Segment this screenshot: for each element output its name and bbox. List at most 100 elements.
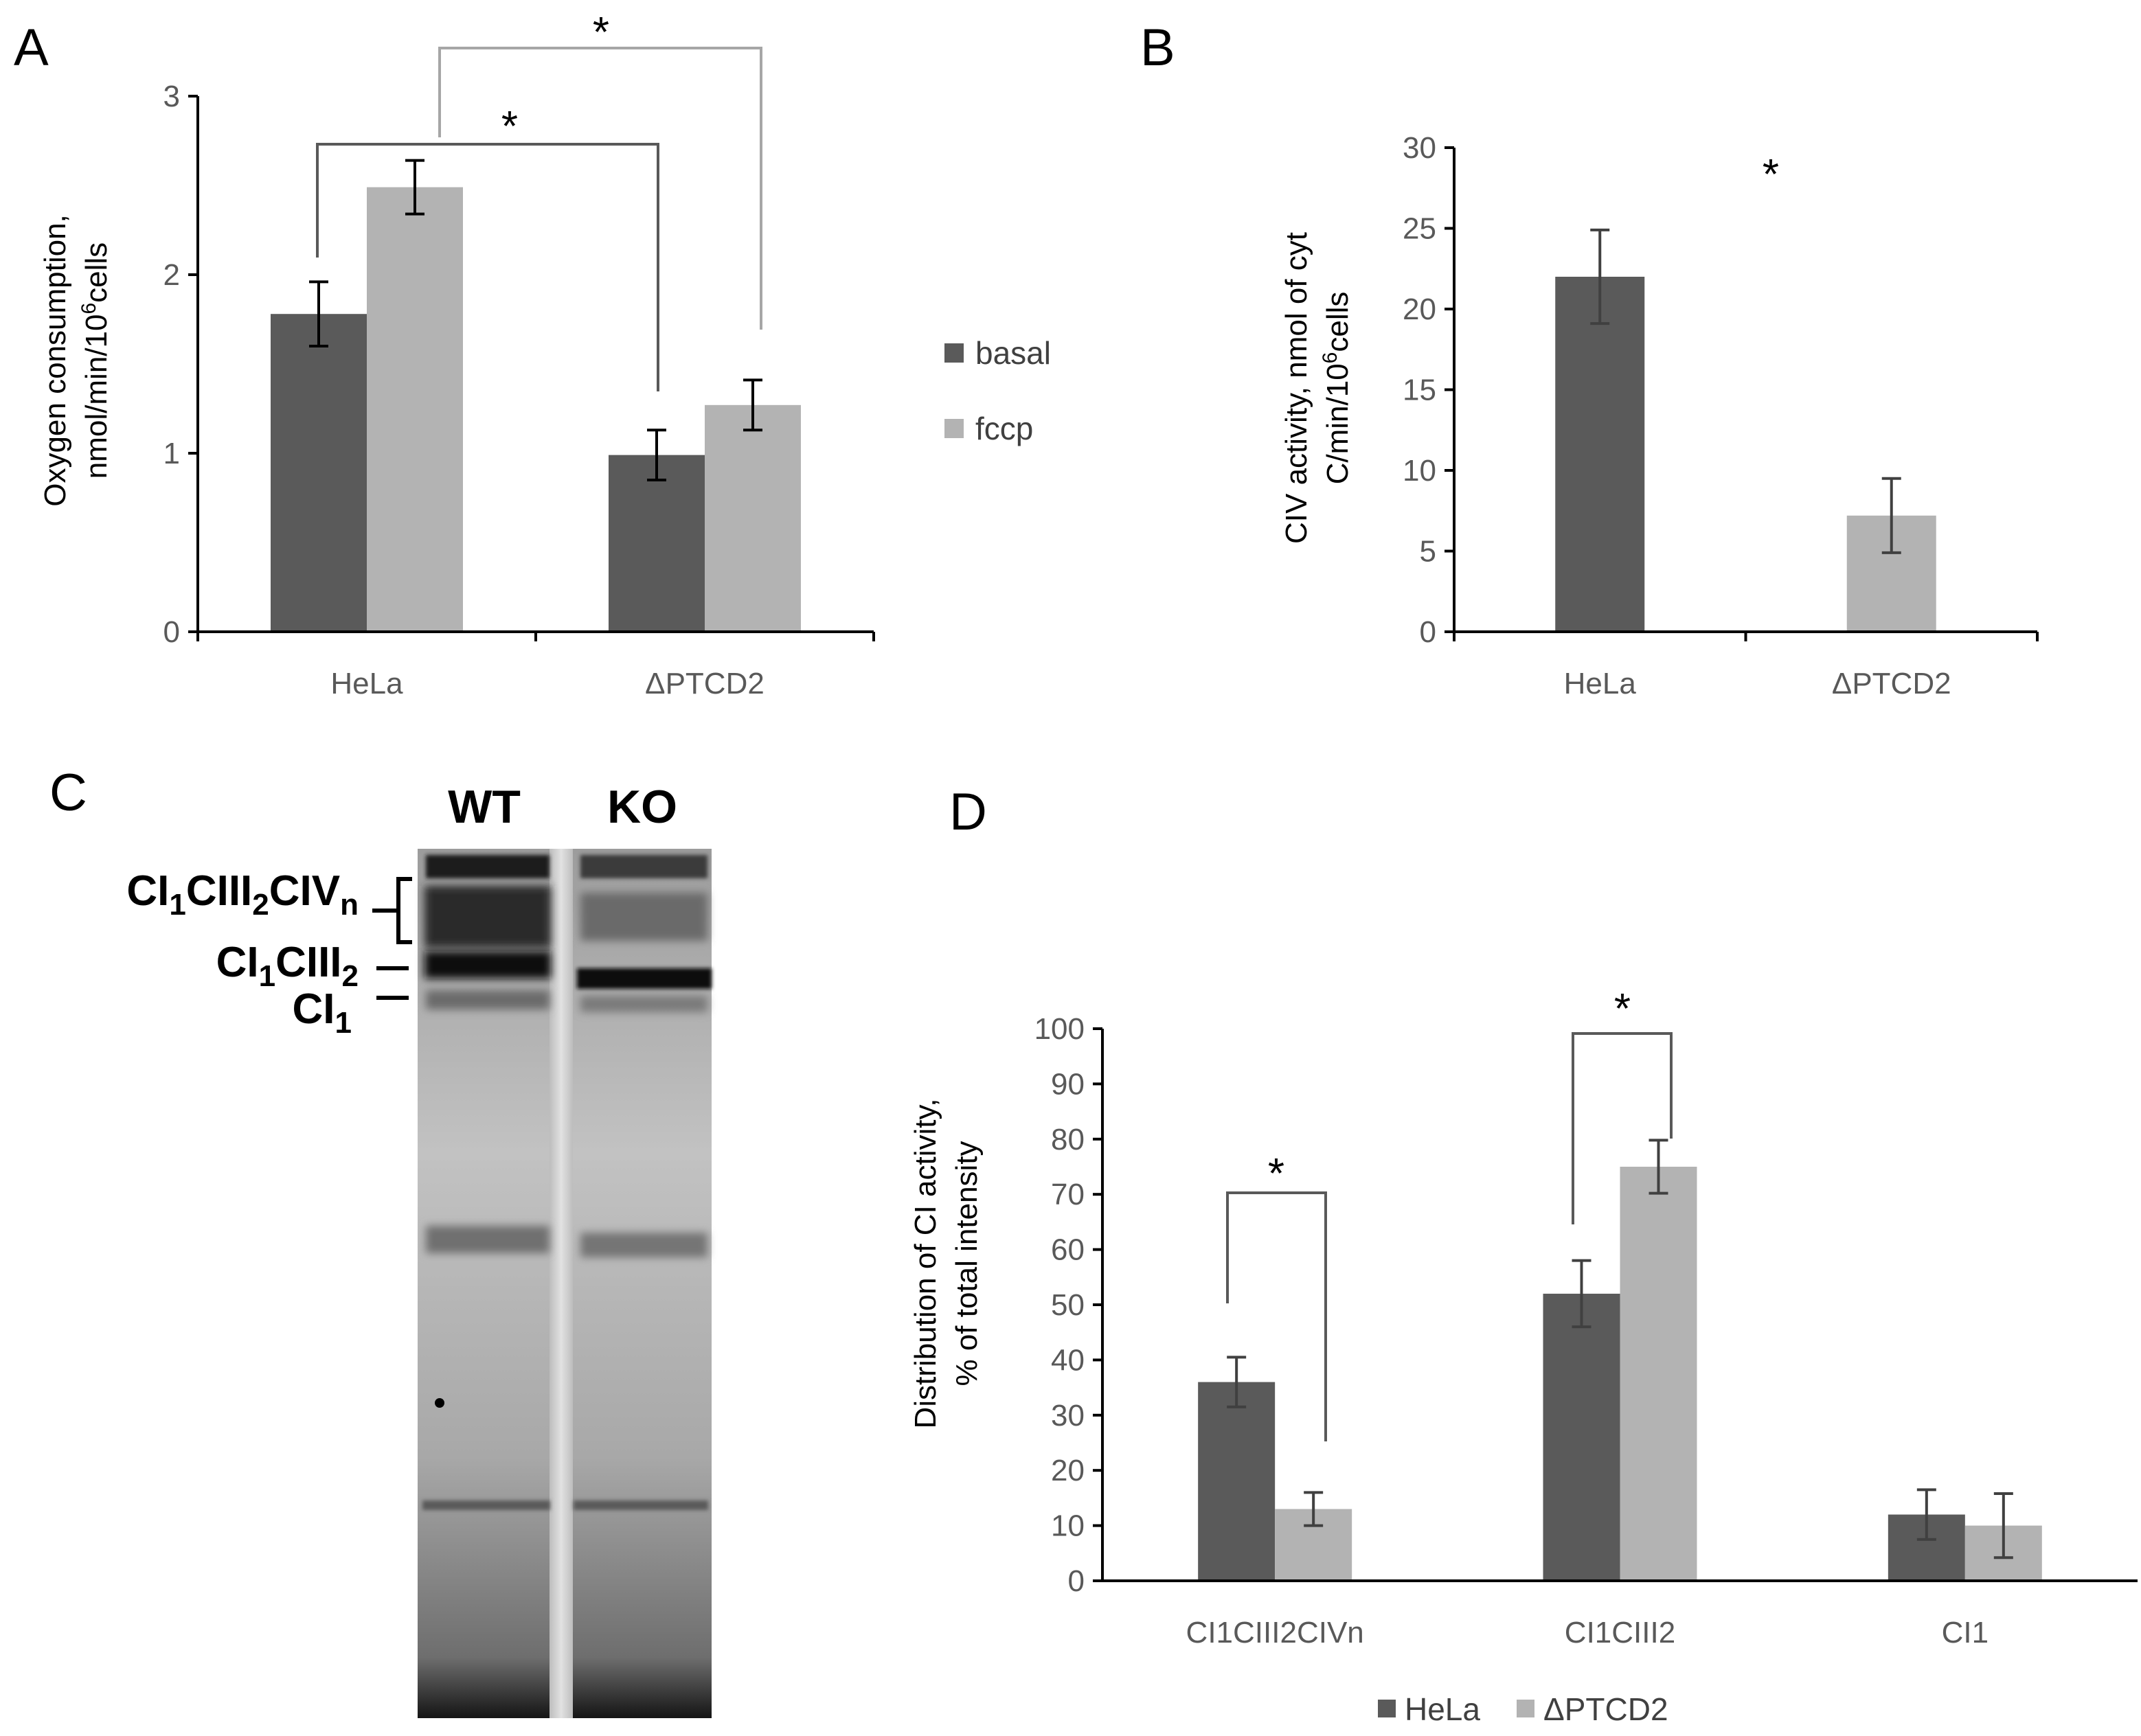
sig-bracket-ci1ciii2 xyxy=(1572,1032,1673,1224)
band-wt-top xyxy=(426,855,550,878)
x-tick-label-ptcd2: ΔPTCD2 xyxy=(645,667,764,700)
panel-a-chart: Oxygen consumption, nmol/min/106cells 0 1… xyxy=(38,9,1051,700)
panel-b-bars xyxy=(1555,228,1936,632)
panel-a-axes xyxy=(196,96,875,641)
y-tick-label-30: 30 xyxy=(1051,1399,1085,1432)
x-tick-label-ci1ciii2civn: CI1CIII2CIVn xyxy=(1186,1616,1364,1649)
panel-b-axes xyxy=(1453,148,2039,641)
gel-lane-wt-strip xyxy=(418,849,552,1718)
band-ko-ci1 xyxy=(580,996,707,1012)
panel-a-legend: basal fccp xyxy=(944,335,1051,446)
band-ko-top xyxy=(580,855,707,878)
gel-label-ci1ciii2civn: CI1CIII2CIVn xyxy=(126,867,359,922)
band-ko-mid xyxy=(580,1233,707,1257)
sig-bracket-fccp xyxy=(438,47,762,330)
y-tick-label-40: 40 xyxy=(1051,1343,1085,1377)
panel-d-ylabel: Distribution of CI activity, xyxy=(909,1099,942,1429)
y-tick-label-60: 60 xyxy=(1051,1233,1085,1267)
gel-gap xyxy=(550,849,573,1718)
panel-a-significance: * * xyxy=(316,9,762,391)
y-tick-label-0: 0 xyxy=(1068,1564,1085,1598)
panel-d-legend: HeLa ΔPTCD2 xyxy=(1378,1691,1668,1727)
band-wt-mid xyxy=(426,1226,550,1253)
gel-bracket xyxy=(372,877,412,944)
panel-d-ylabel-units: % of total intensity xyxy=(950,1141,984,1386)
y-tick-label-15: 15 xyxy=(1403,374,1436,407)
legend-swatch-hela xyxy=(1378,1700,1396,1717)
y-tick-label-100: 100 xyxy=(1034,1012,1085,1046)
x-tick-label-ptcd2: ΔPTCD2 xyxy=(1832,667,1951,700)
band-wt-low xyxy=(422,1500,550,1510)
panel-d-y-ticks: 0 10 20 30 40 50 60 70 80 90 100 CI1CIII2CIVn CI1CII… xyxy=(1034,1012,1989,1649)
gel-label-ci1ciii2: CI1CIII2 xyxy=(216,939,359,993)
x-tick-label-hela: HeLa xyxy=(330,667,403,700)
sig-star-basal: * xyxy=(501,103,518,150)
bar-ci1ciii2-hela xyxy=(1543,1293,1620,1581)
y-tick-label-0: 0 xyxy=(1420,615,1436,649)
y-tick-label-30: 30 xyxy=(1403,131,1436,165)
x-tick-label-ci1ciii2: CI1CIII2 xyxy=(1565,1616,1675,1649)
panel-d-axes xyxy=(1101,1029,2138,1582)
gel-label-ci1: CI1 xyxy=(293,985,352,1040)
band-wt-ci1 xyxy=(426,990,550,1009)
y-tick-label-70: 70 xyxy=(1051,1178,1085,1211)
band-ko-supercomplex xyxy=(580,893,707,941)
panel-d-chart: Distribution of CI activity, % of total … xyxy=(909,985,2138,1727)
band-wt-ci1ciii2 xyxy=(424,951,551,979)
y-tick-label-90: 90 xyxy=(1051,1067,1085,1101)
legend-label-hela: HeLa xyxy=(1405,1691,1480,1727)
x-tick-label-ci1: CI1 xyxy=(1942,1616,1989,1649)
band-wt-supercomplex xyxy=(424,886,551,948)
legend-swatch-basal xyxy=(944,343,964,363)
gel-lane-ko: KO xyxy=(607,781,677,833)
panel-a-y-ticks: 0 1 2 3 HeLa ΔPTCD2 xyxy=(163,80,764,700)
panel-letter-d: D xyxy=(949,783,987,841)
gel-lane-wt: WT xyxy=(448,781,521,833)
panel-c-gel: WT KO CI1CIII2CIVn CI1CIII2 CI1 xyxy=(126,781,712,1718)
y-tick-label-25: 25 xyxy=(1403,212,1436,246)
y-tick-label-20: 20 xyxy=(1403,293,1436,326)
sig-star-fccp: * xyxy=(593,9,609,56)
band-ko-low xyxy=(574,1500,708,1510)
panel-b-chart: CIV activity, nmol of cyt C/min/106cells… xyxy=(1280,131,2039,700)
bar-ptcd2-basal xyxy=(609,455,705,632)
panel-d-bars xyxy=(1198,1139,2042,1581)
legend-swatch-fccp xyxy=(944,419,964,438)
x-tick-label-hela: HeLa xyxy=(1564,667,1637,700)
panel-letter-c: C xyxy=(49,764,87,822)
y-tick-label-1: 1 xyxy=(163,437,180,470)
legend-label-basal: basal xyxy=(975,335,1051,371)
panel-b-ylabel: CIV activity, nmol of cyt xyxy=(1280,232,1313,544)
panel-a-ylabel: Oxygen consumption, xyxy=(38,214,72,507)
bar-hela-value xyxy=(1555,277,1645,632)
bar-hela-basal xyxy=(271,314,367,632)
panel-letter-a: A xyxy=(14,19,49,77)
panel-a-ylabel-units: nmol/min/106cells xyxy=(78,242,113,479)
panel-b-y-ticks: 0 5 10 15 20 25 30 HeLa ΔPTCD2 xyxy=(1403,131,1951,700)
gel-lane-ko-strip xyxy=(570,849,712,1718)
panel-b-sig-star: * xyxy=(1763,151,1779,198)
bar-ptcd2-fccp xyxy=(705,404,801,632)
bar-hela-fccp xyxy=(367,187,463,632)
y-tick-label-10: 10 xyxy=(1051,1509,1085,1543)
panel-a-bars xyxy=(271,159,801,632)
band-ko-ci1ciii2 xyxy=(577,968,712,989)
gel-image xyxy=(418,849,712,1718)
legend-label-fccp: fccp xyxy=(975,411,1033,446)
sig-bracket-basal xyxy=(316,143,659,391)
gel-speck xyxy=(435,1398,444,1408)
bar-ci1ciii2civn-hela xyxy=(1198,1382,1276,1581)
y-tick-label-5: 5 xyxy=(1420,535,1436,569)
y-tick-label-2: 2 xyxy=(163,258,180,292)
panel-letter-b: B xyxy=(1140,19,1175,77)
sig-star-ci1ciii2civn: * xyxy=(1268,1150,1284,1198)
panel-d-significance: * * xyxy=(1226,985,1673,1441)
sig-star-ci1ciii2: * xyxy=(1614,985,1631,1033)
y-tick-label-0: 0 xyxy=(163,615,180,649)
y-tick-label-50: 50 xyxy=(1051,1288,1085,1322)
legend-swatch-ptcd2 xyxy=(1517,1700,1534,1717)
y-tick-label-3: 3 xyxy=(163,80,180,113)
panel-b-ylabel-units: C/min/106cells xyxy=(1319,292,1355,485)
y-tick-label-10: 10 xyxy=(1403,454,1436,488)
